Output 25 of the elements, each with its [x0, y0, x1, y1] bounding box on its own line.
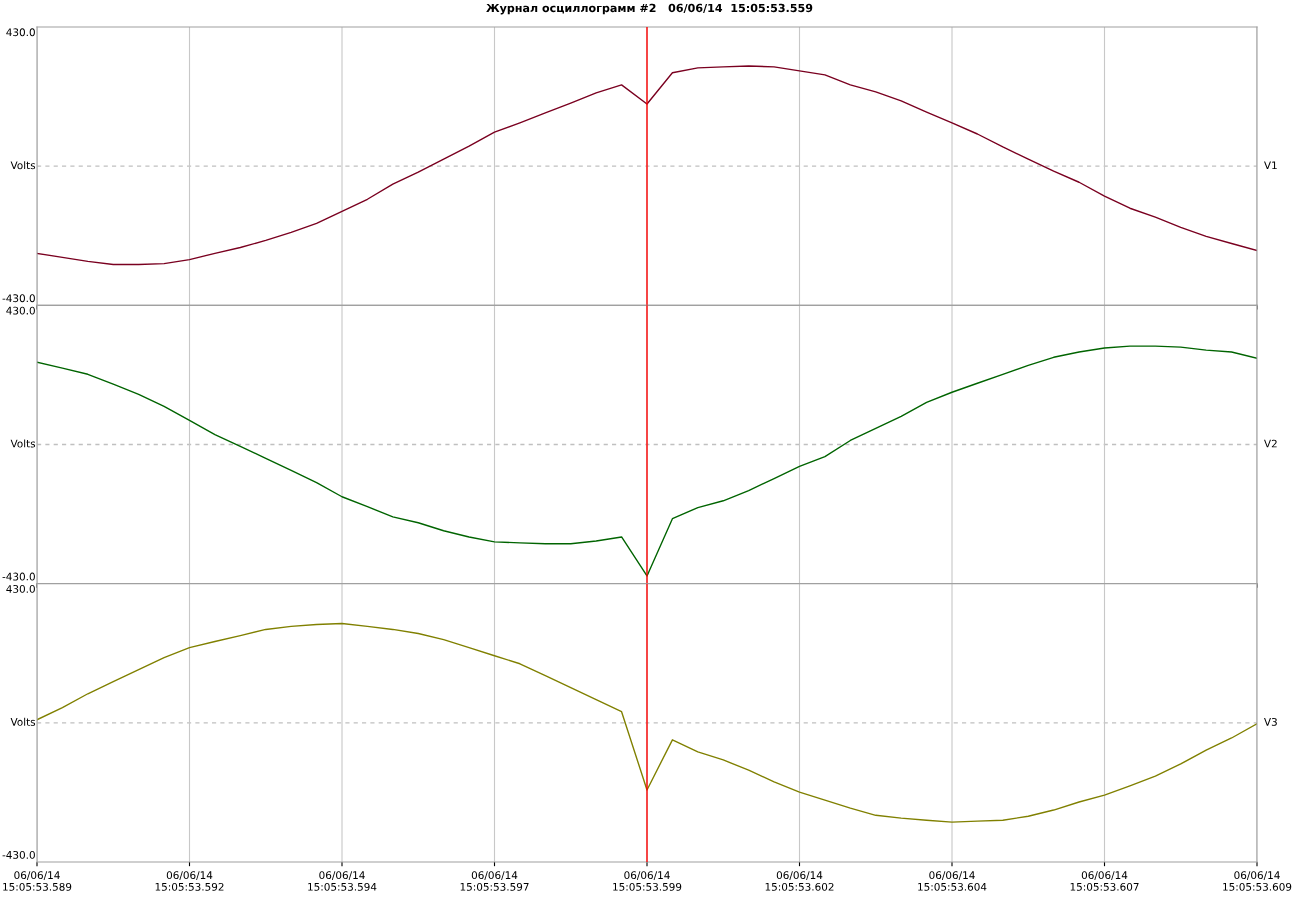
x-tick-label: 06/06/14 15:05:53.594 — [308, 871, 377, 891]
y-tick-label: 430.0 — [6, 306, 35, 315]
y-tick-label: 430.0 — [6, 585, 35, 593]
line-series — [37, 65, 1257, 266]
x-tick-label: 06/06/14 15:05:53.597 — [460, 871, 529, 891]
x-tick-label: 06/06/14 15:05:53.607 — [1070, 871, 1139, 891]
text: V2 — [1264, 439, 1277, 448]
text: V1 — [1264, 161, 1277, 170]
y-tick-label: -430.0 — [2, 572, 35, 581]
chart-title: Журнал осциллограмм #2 06/06/14 15:05:53.559 — [486, 3, 813, 15]
x-tick-label: 06/06/14 15:05:53.589 — [3, 871, 72, 891]
y-tick-label: -430.0 — [2, 850, 35, 859]
x-tick-label: 06/06/14 15:05:53.609 — [1223, 871, 1292, 891]
y-tick-label: Volts — [10, 161, 36, 170]
series-label: V3 — [1264, 717, 1277, 726]
line-series — [37, 622, 1257, 823]
x-tick-label: 06/06/14 15:05:53.604 — [918, 871, 987, 891]
y-tick-label: 430.0 — [6, 28, 35, 37]
y-tick-label: -430.0 — [2, 294, 35, 303]
y-tick-label: Volts — [10, 717, 36, 726]
line-series — [37, 345, 1257, 577]
x-tick-label: 06/06/14 15:05:53.599 — [613, 871, 682, 891]
x-tick-label: 06/06/14 15:05:53.602 — [765, 871, 834, 891]
y-tick-label: Volts — [10, 439, 36, 448]
x-tick-label: 06/06/14 15:05:53.592 — [155, 871, 224, 891]
